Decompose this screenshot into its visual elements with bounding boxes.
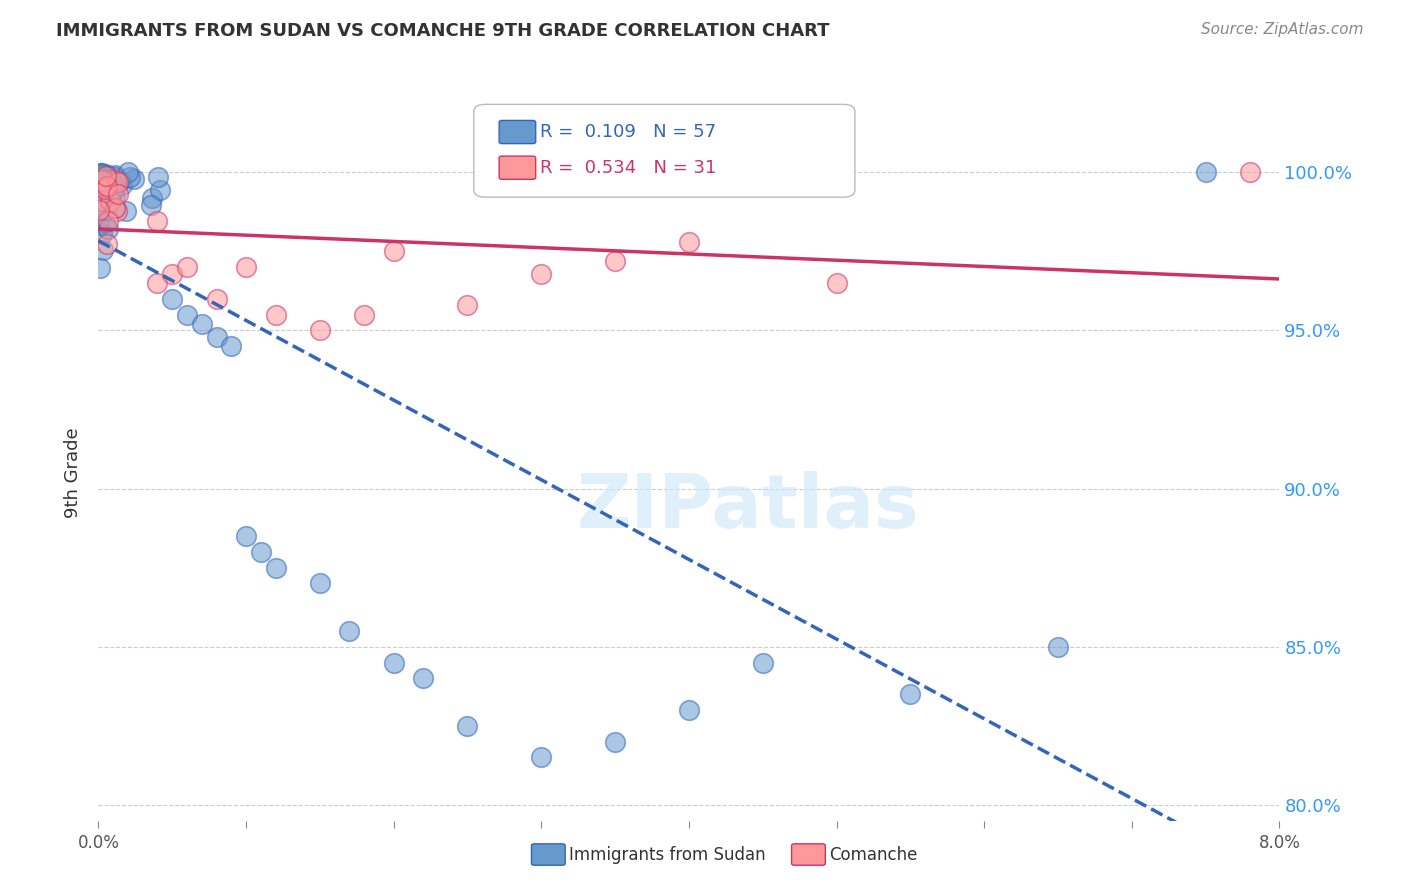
Point	[96, 237, 118, 252]
Point	[205, 292, 228, 306]
Point	[141, 191, 163, 205]
Point	[93, 174, 115, 188]
Point	[90, 166, 112, 180]
Point	[107, 186, 129, 201]
Point	[176, 308, 198, 322]
Point	[751, 656, 773, 670]
Point	[146, 170, 169, 185]
Point	[93, 182, 115, 196]
Text: Immigrants from Sudan: Immigrants from Sudan	[569, 846, 766, 863]
Point	[456, 719, 478, 733]
Point	[89, 169, 111, 183]
Y-axis label: 9th Grade: 9th Grade	[65, 427, 83, 518]
Point	[91, 198, 114, 212]
Point	[308, 576, 332, 591]
Point	[94, 169, 117, 183]
Point	[98, 194, 121, 208]
Point	[93, 172, 115, 186]
Point	[94, 215, 117, 229]
Point	[146, 276, 169, 290]
Text: ZIPatlas: ZIPatlas	[576, 471, 920, 544]
Point	[96, 176, 118, 190]
Point	[94, 202, 117, 217]
Point	[104, 201, 127, 215]
Text: Source: ZipAtlas.com: Source: ZipAtlas.com	[1201, 22, 1364, 37]
Point	[107, 175, 129, 189]
Point	[139, 198, 162, 212]
Point	[98, 172, 121, 186]
Point	[94, 180, 117, 194]
Point	[104, 168, 127, 182]
Point	[91, 243, 114, 257]
Point	[96, 178, 118, 193]
Point	[103, 183, 125, 197]
Point	[1194, 165, 1216, 179]
Point	[87, 181, 110, 195]
Point	[1239, 165, 1261, 179]
Point	[89, 219, 111, 233]
Point	[111, 178, 134, 193]
Point	[90, 167, 112, 181]
Point	[382, 244, 405, 259]
Point	[90, 166, 112, 180]
Point	[97, 221, 120, 235]
Point	[264, 308, 287, 322]
Point	[114, 204, 136, 219]
Point	[110, 173, 132, 187]
Point	[530, 750, 553, 764]
Point	[605, 734, 627, 748]
Point	[605, 253, 627, 268]
Text: Comanche: Comanche	[830, 846, 918, 863]
Text: R =  0.534   N = 31: R = 0.534 N = 31	[540, 159, 716, 177]
Point	[337, 624, 360, 638]
Point	[176, 260, 198, 275]
Point	[105, 173, 128, 187]
Point	[382, 656, 405, 670]
Point	[162, 292, 183, 306]
Point	[100, 186, 122, 200]
Point	[117, 165, 139, 179]
Point	[264, 560, 287, 574]
Point	[678, 235, 700, 249]
Point	[162, 267, 183, 281]
Point	[145, 214, 167, 228]
Point	[97, 214, 120, 228]
Point	[205, 330, 228, 344]
Point	[353, 308, 375, 322]
Text: 8.0%: 8.0%	[1258, 834, 1301, 852]
Point	[91, 227, 114, 242]
Point	[191, 317, 214, 331]
Point	[93, 167, 115, 181]
Point	[104, 170, 127, 185]
Point	[678, 703, 700, 717]
Point	[825, 276, 848, 290]
Point	[900, 687, 922, 701]
Point	[105, 203, 128, 218]
Text: R =  0.109   N = 57: R = 0.109 N = 57	[540, 123, 716, 141]
Point	[89, 261, 111, 276]
Point	[412, 671, 434, 685]
Point	[104, 201, 127, 215]
Point	[219, 339, 242, 353]
Point	[96, 168, 118, 182]
Point	[235, 529, 257, 543]
Point	[100, 172, 122, 186]
Point	[1046, 640, 1069, 654]
Point	[308, 323, 332, 337]
Point	[235, 260, 257, 275]
Point	[90, 180, 112, 194]
Point	[530, 267, 553, 281]
Point	[91, 175, 114, 189]
Point	[89, 203, 111, 218]
Point	[149, 183, 172, 197]
Text: IMMIGRANTS FROM SUDAN VS COMANCHE 9TH GRADE CORRELATION CHART: IMMIGRANTS FROM SUDAN VS COMANCHE 9TH GR…	[56, 22, 830, 40]
Text: 0.0%: 0.0%	[77, 834, 120, 852]
Point	[456, 298, 478, 312]
Point	[104, 189, 127, 203]
Point	[122, 172, 145, 186]
Point	[91, 194, 114, 208]
Point	[120, 169, 142, 184]
Point	[250, 545, 273, 559]
